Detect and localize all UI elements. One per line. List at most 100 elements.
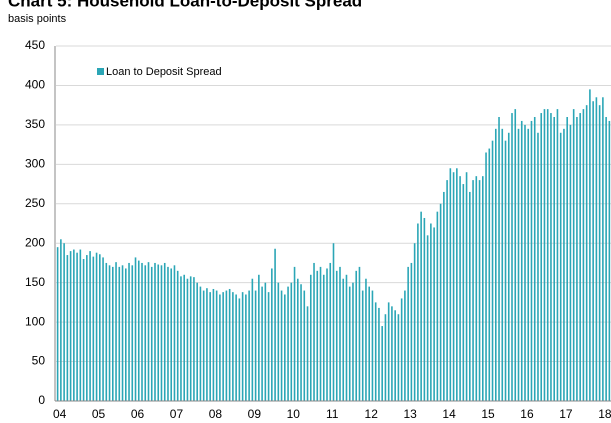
bar xyxy=(498,117,500,401)
y-tick-label: 150 xyxy=(25,275,45,289)
bar xyxy=(397,314,400,401)
x-tick-label: 15 xyxy=(481,407,495,421)
bar xyxy=(274,248,276,401)
bar xyxy=(124,268,127,401)
bar xyxy=(284,294,286,401)
y-tick-label: 200 xyxy=(25,235,45,249)
bar xyxy=(459,176,461,401)
y-tick-label: 50 xyxy=(32,354,46,368)
bar xyxy=(128,262,130,401)
bar xyxy=(342,278,345,401)
bar xyxy=(556,109,559,401)
x-tick-label: 05 xyxy=(92,407,106,421)
bar xyxy=(410,262,413,401)
bar xyxy=(193,277,195,401)
bar xyxy=(559,132,562,401)
bar xyxy=(322,274,325,401)
bar xyxy=(254,290,257,401)
bar xyxy=(157,264,160,401)
bar xyxy=(60,239,62,401)
bar xyxy=(378,307,380,401)
bar xyxy=(235,294,237,401)
bar xyxy=(95,252,98,401)
bar xyxy=(118,266,121,401)
bar xyxy=(245,294,247,401)
bar xyxy=(598,105,601,402)
x-tick-label: 06 xyxy=(131,407,145,421)
bar xyxy=(371,290,374,401)
bar xyxy=(449,168,452,401)
bar xyxy=(89,251,91,401)
bar xyxy=(209,292,211,401)
bar xyxy=(475,176,478,401)
bar xyxy=(507,132,510,401)
bar xyxy=(319,266,322,401)
bar xyxy=(566,117,568,401)
bar xyxy=(264,282,267,401)
bar xyxy=(533,117,536,401)
bar xyxy=(355,270,358,401)
bar xyxy=(189,276,192,401)
x-tick-label: 08 xyxy=(209,407,223,421)
bar xyxy=(404,290,406,401)
bar xyxy=(102,257,104,401)
bar xyxy=(277,282,280,401)
bar xyxy=(439,203,442,401)
bar xyxy=(196,282,198,401)
bar xyxy=(163,262,166,401)
bar xyxy=(478,180,481,401)
bar xyxy=(491,140,494,401)
x-tick-label: 10 xyxy=(287,407,301,421)
bar xyxy=(550,113,552,402)
bar xyxy=(206,288,208,401)
bar xyxy=(465,172,468,401)
bar xyxy=(147,262,150,401)
bar xyxy=(186,278,189,401)
bar xyxy=(212,288,215,401)
bar xyxy=(592,101,594,401)
bar xyxy=(605,117,607,401)
bar xyxy=(108,265,111,401)
x-tick-label: 13 xyxy=(403,407,417,421)
bar xyxy=(303,290,306,401)
bar xyxy=(579,113,581,402)
bar xyxy=(540,113,543,402)
bar xyxy=(433,227,435,401)
bar xyxy=(436,211,439,401)
bar xyxy=(248,290,250,401)
bar xyxy=(306,306,309,401)
bar xyxy=(501,128,504,402)
bar xyxy=(121,265,124,401)
bar xyxy=(469,191,471,401)
bar xyxy=(443,191,445,401)
x-tick-label: 17 xyxy=(559,407,573,421)
bar xyxy=(225,290,228,401)
bar xyxy=(232,292,234,401)
bar xyxy=(543,109,546,401)
bar xyxy=(183,274,186,401)
x-tick-label: 14 xyxy=(442,407,456,421)
bar xyxy=(517,128,520,402)
bar xyxy=(56,247,59,401)
legend-swatch xyxy=(97,68,104,75)
bar xyxy=(111,266,114,401)
bar xyxy=(423,217,426,401)
bar xyxy=(309,274,312,401)
bar xyxy=(569,124,572,401)
bar xyxy=(69,251,72,401)
bar xyxy=(452,172,455,401)
bar xyxy=(332,243,335,401)
chart-title: Chart 5: Household Loan-to-Deposit Sprea… xyxy=(8,0,362,10)
bar xyxy=(530,120,533,401)
bar xyxy=(407,266,409,401)
y-tick-label: 250 xyxy=(25,196,45,210)
y-tick-label: 450 xyxy=(25,38,45,52)
bar xyxy=(381,326,383,401)
bar xyxy=(66,255,69,401)
bar xyxy=(144,265,147,401)
bar xyxy=(326,268,328,401)
bar xyxy=(261,286,263,401)
bar xyxy=(358,266,361,401)
bar xyxy=(384,314,387,401)
